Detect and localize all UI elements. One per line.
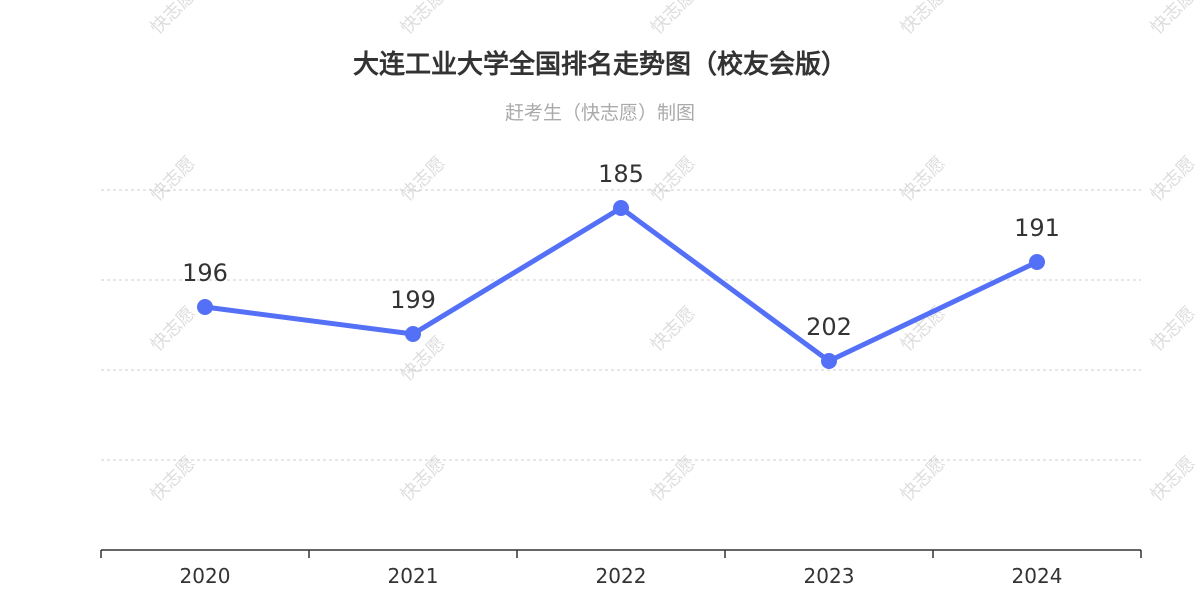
data-point — [405, 326, 421, 342]
data-label: 199 — [390, 286, 436, 314]
chart-title: 大连工业大学全国排名走势图（校友会版） — [352, 50, 847, 80]
x-tick-label: 2024 — [1012, 564, 1063, 588]
data-point — [821, 353, 837, 369]
data-label: 202 — [806, 313, 852, 341]
data-label: 185 — [598, 160, 644, 188]
data-point — [613, 200, 629, 216]
x-tick-label: 2022 — [596, 564, 647, 588]
x-tick-label: 2020 — [180, 564, 231, 588]
x-tick-label: 2021 — [388, 564, 439, 588]
data-label: 191 — [1014, 214, 1060, 242]
x-tick-label: 2023 — [804, 564, 855, 588]
series-line — [204, 205, 1039, 364]
chart-subtitle: 赶考生（快志愿）制图 — [504, 102, 695, 124]
data-label: 196 — [182, 259, 228, 287]
data-point — [197, 299, 213, 315]
data-point — [1029, 254, 1045, 270]
